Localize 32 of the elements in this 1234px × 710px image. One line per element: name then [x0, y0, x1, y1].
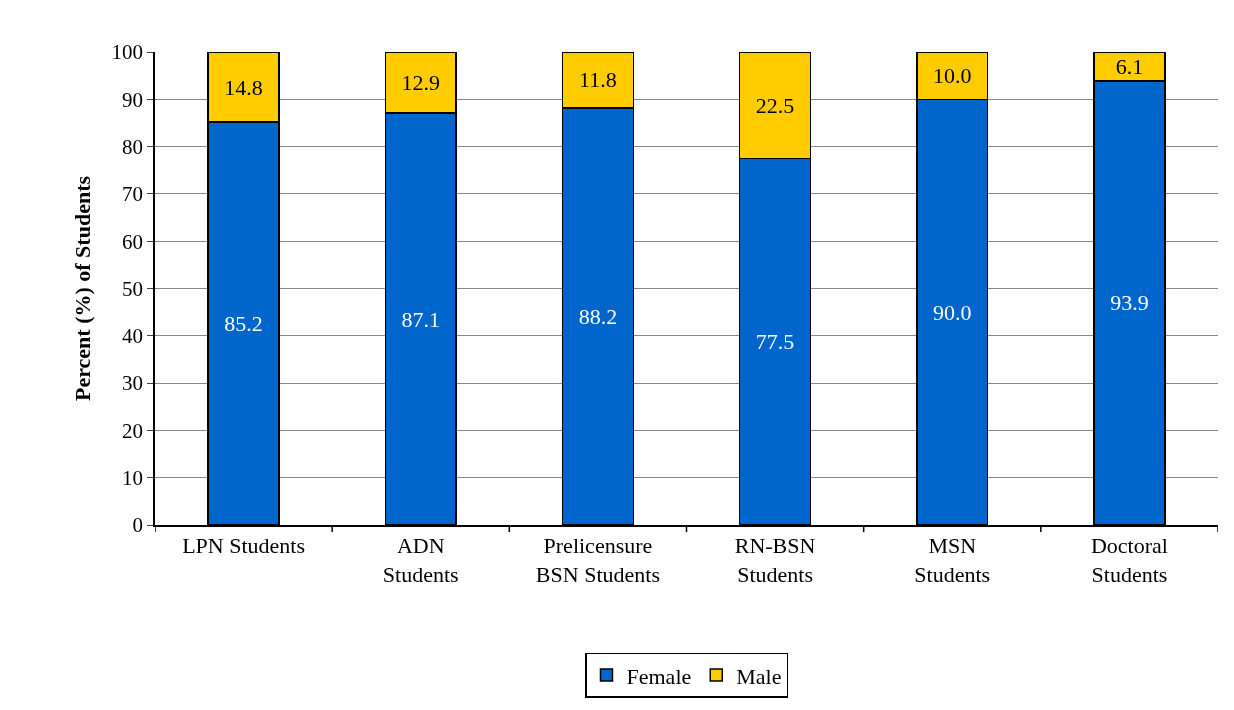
x-tick-label: MSN Students — [914, 533, 991, 587]
x-tick-label: Prelicensure BSN Students — [535, 533, 660, 587]
y-tick-label: 30 — [122, 371, 144, 396]
data-label: 14.8 — [224, 74, 263, 100]
legend-label: Male — [736, 663, 782, 689]
y-tick-label: 20 — [122, 418, 144, 443]
x-tick-label: LPN Students — [182, 533, 306, 559]
y-tick-label: 70 — [122, 182, 144, 207]
y-tick-label: 10 — [122, 466, 144, 491]
data-label: 93.9 — [1110, 290, 1149, 316]
y-axis-title: Percent (%) of Students — [69, 175, 95, 402]
y-tick-label: 90 — [122, 87, 144, 112]
legend-label: Female — [626, 663, 692, 689]
y-tick-label: 40 — [122, 324, 144, 349]
data-label: 90.0 — [933, 299, 972, 325]
data-label: 88.2 — [578, 303, 618, 329]
data-label: 11.8 — [579, 67, 617, 93]
data-label: 22.5 — [755, 92, 795, 118]
y-tick-label: 80 — [122, 134, 144, 159]
y-tick-label: 0 — [132, 513, 144, 538]
x-tick-label: ADN Students — [382, 533, 459, 587]
data-label: 10.0 — [933, 63, 972, 89]
x-tick-label: RN-BSN Students — [734, 533, 816, 587]
x-tick-label: Doctoral Students — [1090, 533, 1168, 587]
y-tick-label: 60 — [122, 229, 144, 254]
data-label: 6.1 — [1115, 53, 1144, 79]
y-tick-label: 100 — [111, 40, 144, 65]
data-label: 85.2 — [224, 311, 263, 336]
y-tick-label: 50 — [122, 276, 144, 301]
data-label: 12.9 — [401, 70, 440, 96]
data-label: 87.1 — [401, 306, 440, 332]
data-label: 77.5 — [755, 329, 795, 355]
